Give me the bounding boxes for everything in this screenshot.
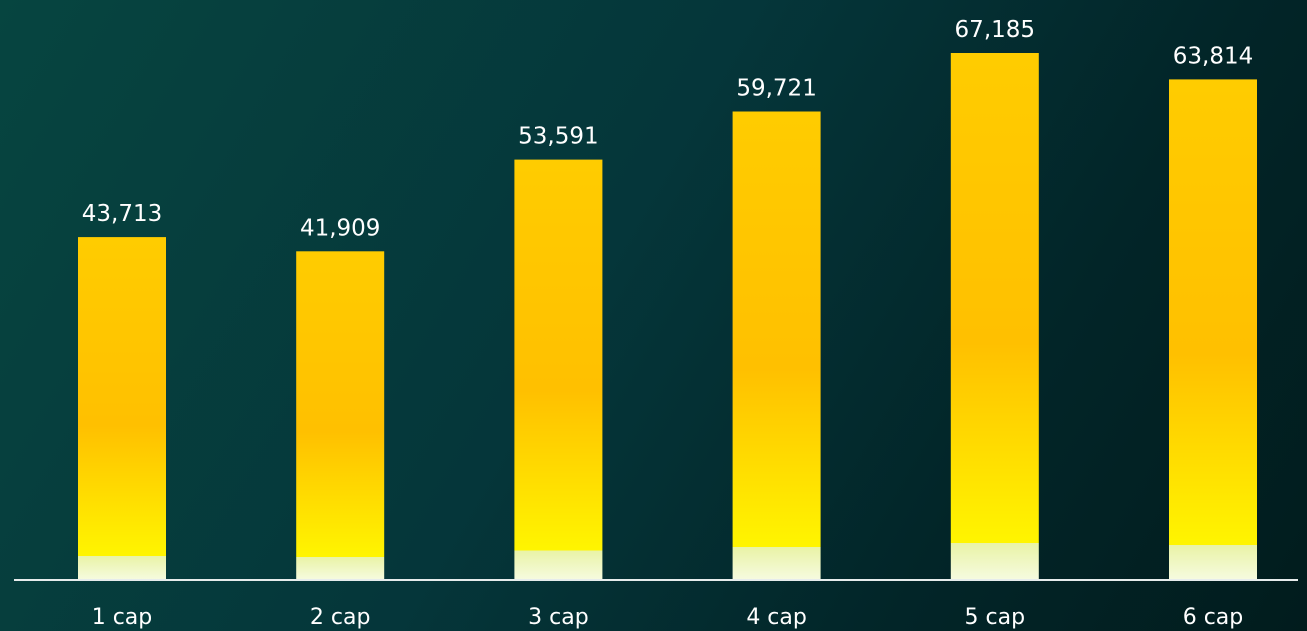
bar-5 — [950, 53, 1039, 580]
value-labels-group: 43,713 41,909 53,591 59,721 67,185 63,814 — [82, 17, 1253, 241]
data-label-6: 63,814 — [1173, 43, 1253, 69]
category-labels-group: 1 cap 2 cap 3 cap 4 cap 5 cap 6 cap — [92, 605, 1244, 630]
category-label-5: 5 cap — [965, 605, 1026, 630]
data-label-5: 67,185 — [955, 17, 1035, 43]
data-label-2: 41,909 — [300, 215, 380, 241]
category-label-3: 3 cap — [528, 605, 589, 630]
bar-6 — [1169, 79, 1257, 581]
data-label-3: 53,591 — [518, 124, 598, 150]
category-label-4: 4 cap — [746, 605, 807, 630]
bar-1 — [78, 237, 166, 580]
category-label-1: 1 cap — [92, 605, 153, 630]
category-label-2: 2 cap — [310, 605, 371, 630]
bar-3 — [514, 159, 603, 580]
data-label-1: 43,713 — [82, 201, 162, 227]
data-label-4: 59,721 — [736, 76, 816, 102]
category-label-6: 6 cap — [1183, 605, 1244, 630]
bar-4 — [732, 111, 821, 580]
bars-group — [78, 53, 1257, 581]
bar-2 — [296, 251, 385, 581]
